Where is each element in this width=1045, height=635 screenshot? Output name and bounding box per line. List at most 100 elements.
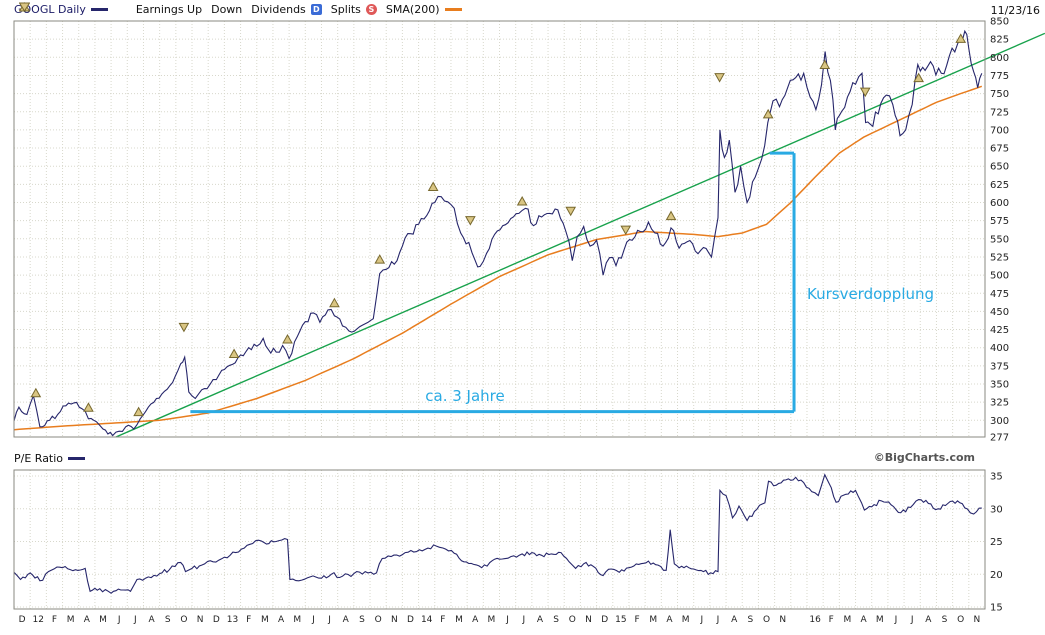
price-tick-label: 500 <box>990 271 1009 282</box>
month-tick-label: J <box>311 615 315 625</box>
month-tick-label: S <box>359 615 365 625</box>
price-tick-label: 400 <box>990 343 1009 354</box>
earnings-down-icon <box>19 2 30 12</box>
month-tick-label: A <box>343 615 350 625</box>
month-tick-label: O <box>180 615 187 625</box>
price-tick-label: 525 <box>990 252 1009 263</box>
annotation-ca-3-jahre: ca. 3 Jahre <box>425 387 505 405</box>
earnings-up-marker <box>516 196 528 206</box>
legend-sma-label: SMA(200) <box>385 3 440 16</box>
month-tick-label: O <box>569 615 576 625</box>
price-tick-label: 850 <box>990 17 1009 28</box>
price-tick-label: 550 <box>990 234 1009 245</box>
month-tick-label: A <box>148 615 155 625</box>
pe-plot-frame <box>13 469 986 610</box>
earnings-up-marker <box>819 59 831 70</box>
chart-header: GOOGL Daily Earnings Up Down Dividends D… <box>14 2 462 17</box>
earnings-down-marker <box>620 225 632 236</box>
pe-tick-label: 30 <box>990 504 1003 515</box>
month-tick-label: J <box>521 615 525 625</box>
month-tick-label: J <box>894 615 898 625</box>
price-tick-label: 475 <box>990 289 1009 300</box>
month-tick-label: F <box>52 615 57 625</box>
month-tick-label: O <box>375 615 382 625</box>
legend-dividends-label: Dividends <box>251 3 306 16</box>
month-tick-label: F <box>246 615 251 625</box>
month-tick-label: F <box>829 615 834 625</box>
symbol-title: GOOGL Daily <box>14 3 86 16</box>
price-tick-label: 425 <box>990 325 1009 336</box>
annotation-kursverdopplung: Kursverdopplung <box>807 285 935 303</box>
month-tick-label: M <box>844 615 852 625</box>
month-tick-label: A <box>278 615 285 625</box>
month-tick-label: M <box>876 615 884 625</box>
pe-tick-label: 25 <box>990 537 1003 548</box>
chart-date: 11/23/16 <box>990 4 1040 17</box>
price-tick-label: 650 <box>990 162 1009 173</box>
month-tick-label: N <box>391 615 398 625</box>
earnings-up-marker <box>955 33 967 43</box>
month-tick-label: 12 <box>33 615 44 625</box>
month-tick-label: N <box>585 615 592 625</box>
earnings-down-marker <box>465 216 476 226</box>
price-tick-label: 825 <box>990 35 1009 46</box>
month-tick-label: J <box>716 615 720 625</box>
month-tick-label: N <box>779 615 786 625</box>
price-tick-label: 375 <box>990 361 1009 372</box>
earnings-up-marker <box>329 297 340 308</box>
price-line-swatch <box>90 8 108 11</box>
month-tick-label: F <box>634 615 639 625</box>
month-tick-label: M <box>488 615 496 625</box>
month-tick-label: 15 <box>615 615 626 625</box>
month-tick-label: A <box>861 615 868 625</box>
earnings-up-marker <box>762 108 774 119</box>
month-tick-label: 16 <box>809 615 821 625</box>
month-tick-label: M <box>99 615 107 625</box>
legend-splits-label: Splits <box>330 3 361 16</box>
month-tick-label: A <box>731 615 738 625</box>
month-tick-label: 13 <box>227 615 238 625</box>
pe-line-swatch <box>68 457 86 460</box>
month-tick-label: S <box>942 615 948 625</box>
legend-earnings-up-label: Earnings Up <box>135 3 203 16</box>
earnings-up-marker <box>913 72 925 83</box>
pe-ratio-label: P/E Ratio <box>14 452 64 465</box>
earnings-up-marker <box>282 333 293 344</box>
month-tick-label: J <box>117 615 121 625</box>
month-tick-label: O <box>957 615 964 625</box>
month-tick-label: A <box>472 615 479 625</box>
pe-line <box>14 473 982 594</box>
month-tick-label: D <box>213 615 220 625</box>
main-plot-frame <box>13 20 986 438</box>
earnings-up-marker <box>228 348 240 359</box>
price-tick-label: 750 <box>990 89 1009 100</box>
month-tick-label: S <box>165 615 171 625</box>
month-tick-label: M <box>293 615 301 625</box>
legend-down-label: Down <box>211 3 243 16</box>
month-tick-label: M <box>67 615 75 625</box>
sma-line <box>14 85 983 431</box>
month-tick-label: J <box>505 615 509 625</box>
sma-line-swatch <box>444 8 462 11</box>
month-tick-label: M <box>261 615 269 625</box>
earnings-down-marker <box>714 73 725 83</box>
month-tick-label: A <box>925 615 932 625</box>
price-tick-label: 277 <box>990 433 1009 444</box>
earnings-up-marker <box>30 387 42 398</box>
month-tick-label: 14 <box>421 615 433 625</box>
price-tick-label: 800 <box>990 53 1009 64</box>
month-tick-label: J <box>699 615 703 625</box>
earnings-down-marker <box>565 206 577 217</box>
dividends-icon: D <box>310 4 322 15</box>
month-tick-label: D <box>19 615 26 625</box>
earnings-up-marker <box>83 402 94 412</box>
price-tick-label: 725 <box>990 107 1009 118</box>
price-tick-label: 325 <box>990 398 1009 409</box>
month-tick-label: A <box>537 615 544 625</box>
earnings-up-marker <box>427 181 439 192</box>
price-tick-label: 600 <box>990 198 1009 209</box>
earnings-down-marker <box>859 87 871 98</box>
pe-panel-header: P/E Ratio <box>14 452 86 465</box>
